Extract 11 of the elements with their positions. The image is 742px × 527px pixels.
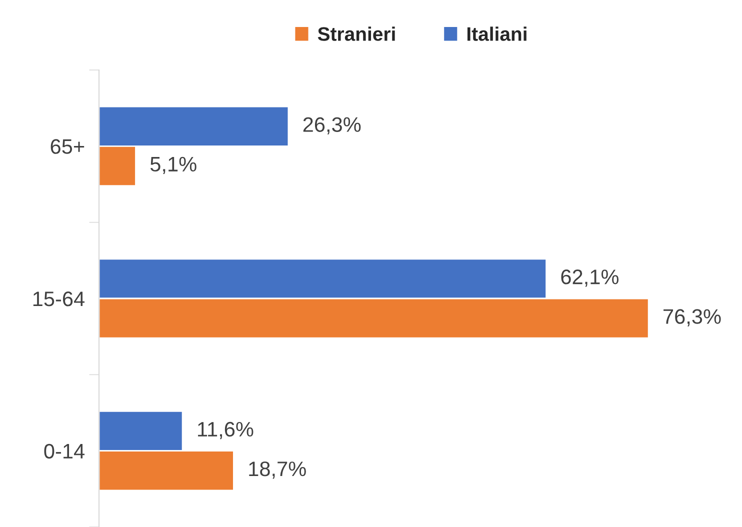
data-label: 76,3%: [664, 309, 721, 326]
y-tick-label: 65+: [50, 139, 84, 154]
y-tick-label: 0-14: [44, 444, 85, 459]
y-tick-label: 15-64: [33, 292, 85, 306]
data-label: 11,6%: [198, 422, 254, 440]
data-label: 26,3%: [303, 117, 361, 134]
data-label: 62,1%: [561, 270, 619, 287]
data-label: 18,7%: [249, 461, 306, 479]
data-label: 5,1%: [150, 156, 196, 174]
legend-label: Stranieri: [318, 26, 395, 41]
legend-label: Italiani: [467, 26, 526, 41]
